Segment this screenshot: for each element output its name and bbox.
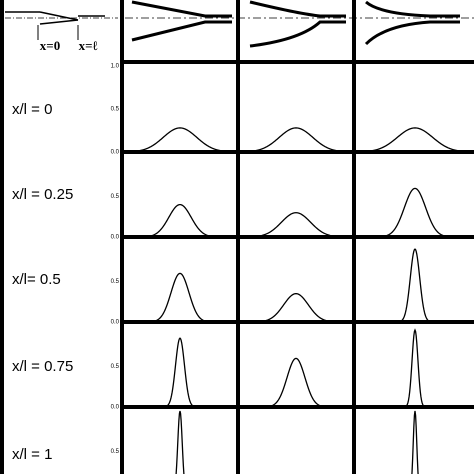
profile-curve [123,127,237,153]
profile-curve [239,212,353,238]
y-tick-label: 0.5 [111,107,120,113]
profile-curve [239,127,353,153]
y-tick-label: 0.0 [111,320,120,326]
header-label: x=0 [40,38,60,53]
row-label: x/l = 1 [12,446,52,463]
profile-curve [124,337,236,408]
row-label: x/l = 0 [12,101,52,118]
profile-curve [355,127,474,153]
y-tick-label: 0.0 [111,235,120,241]
row-label: x/l = 0.25 [12,186,73,203]
profile-curve [124,272,236,323]
y-tick-label: 0.5 [111,279,120,285]
y-tick-label: 0.5 [111,364,120,370]
header-diagram [5,0,474,48]
profile-curve [175,410,185,474]
row-label: x/l= 0.5 [12,271,61,288]
y-tick-label: 0.5 [111,194,120,200]
y-tick-label: 0.0 [111,150,120,156]
header-label: x=ℓ [79,38,98,53]
profile-curve [356,248,474,323]
profile-curve [240,292,352,323]
profile-curve [356,187,474,238]
profile-curve [240,357,352,408]
profile-curve [411,410,419,474]
y-tick-label: 1.0 [111,64,120,70]
row-label: x/l = 0.75 [12,358,73,375]
profile-curve [356,328,474,408]
y-tick-label: 0.5 [111,449,120,455]
y-tick-label: 0.0 [111,405,120,411]
profile-curve [124,203,236,238]
